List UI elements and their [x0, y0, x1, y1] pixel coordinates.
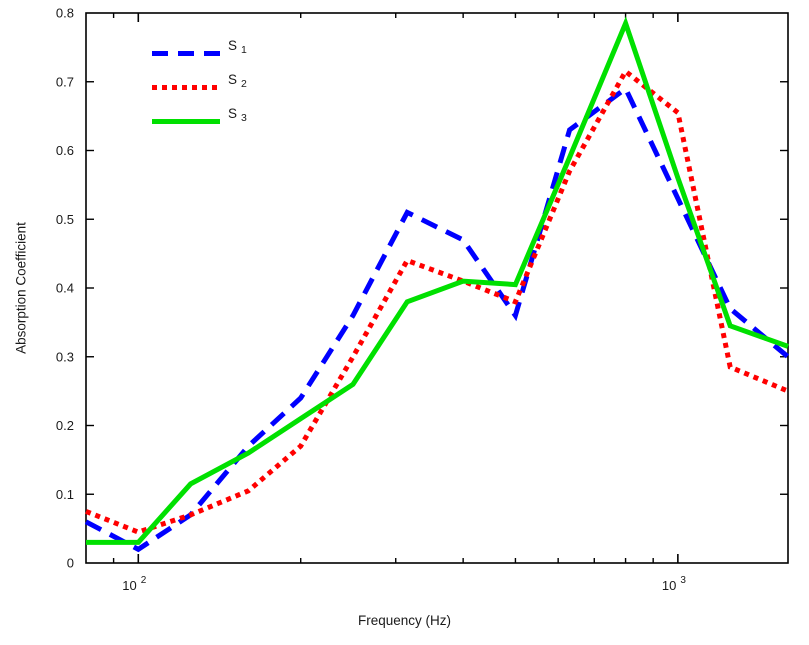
x-axis-title: Frequency (Hz)	[357, 613, 452, 628]
series-s2-line	[85, 67, 789, 535]
y-tick-label: 0.5	[56, 212, 74, 227]
y-tick-label: 0	[67, 556, 74, 571]
x-tick-label: 10 2	[122, 575, 146, 593]
legend-line-sample-s2	[152, 84, 220, 90]
y-tick-label: 0.6	[56, 143, 74, 158]
y-tick-label: 0.4	[56, 281, 74, 296]
y-tick-label: 0.2	[56, 418, 74, 433]
legend-line-sample-s1	[152, 50, 220, 56]
y-tick-label: 0.1	[56, 487, 74, 502]
legend-line-sample-s3	[152, 118, 220, 124]
series-s1-line	[84, 84, 790, 553]
series-s3-line	[86, 16, 789, 545]
x-tick-label: 10 3	[662, 575, 686, 593]
y-axis-title: Absorption Coefficient	[13, 222, 29, 354]
y-tick-label: 0.3	[56, 349, 74, 364]
y-tick-label: 0.8	[56, 6, 74, 21]
y-tick-label: 0.7	[56, 74, 74, 89]
